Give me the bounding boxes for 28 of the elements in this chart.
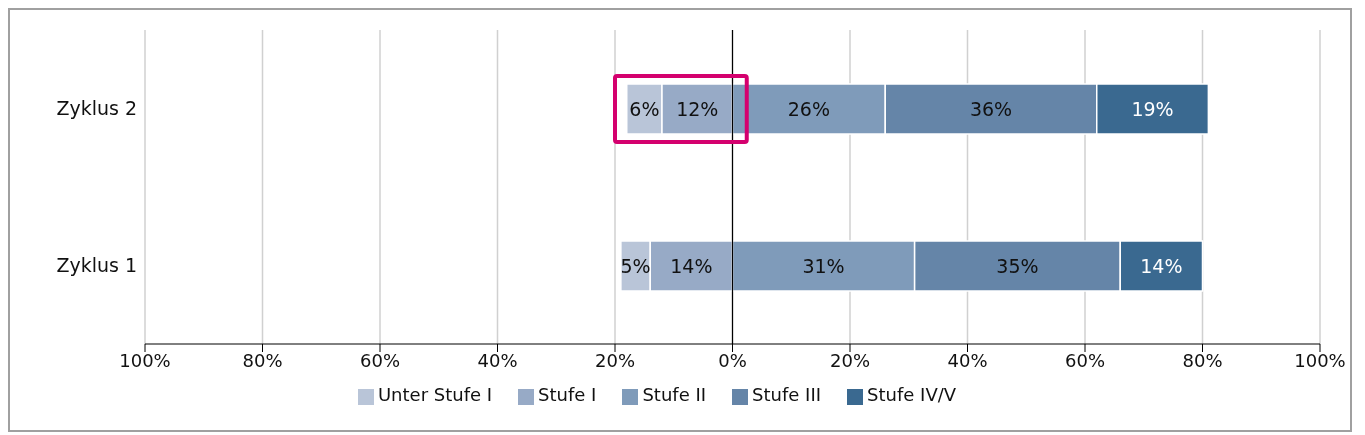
data-label: 19%: [1131, 97, 1174, 120]
legend-label: Stufe I: [538, 384, 597, 405]
x-tick-label: 20%: [594, 349, 636, 371]
legend-label: Stufe II: [642, 384, 707, 405]
x-tick-label: 40%: [947, 349, 988, 371]
data-label: 36%: [969, 97, 1013, 120]
data-label: 6%: [629, 97, 660, 120]
legend-label: Stufe III: [752, 384, 822, 405]
x-tick-label: 80%: [242, 349, 283, 371]
x-tick-label: 0%: [718, 349, 747, 371]
x-tick-label: 100%: [119, 349, 171, 371]
x-tick-label: 80%: [1182, 349, 1223, 371]
data-label: 35%: [996, 254, 1039, 277]
legend-label: Stufe IV/V: [867, 384, 957, 405]
data-label: 14%: [1140, 254, 1183, 277]
data-label: 5%: [620, 254, 651, 277]
x-tick-label: 40%: [477, 349, 518, 371]
legend-label: Unter Stufe I: [377, 384, 493, 405]
x-tick-label: 60%: [1064, 349, 1106, 371]
data-label: 31%: [802, 254, 845, 277]
data-label: 14%: [670, 254, 713, 277]
data-label: 12%: [676, 97, 719, 120]
y-tick-label: Zyklus 1: [56, 254, 137, 277]
y-tick-label: Zyklus 2: [56, 97, 137, 120]
x-tick-label: 20%: [829, 349, 871, 371]
x-tick-label: 100%: [1294, 349, 1346, 371]
x-tick-label: 60%: [359, 349, 401, 371]
data-label: 26%: [787, 97, 830, 120]
